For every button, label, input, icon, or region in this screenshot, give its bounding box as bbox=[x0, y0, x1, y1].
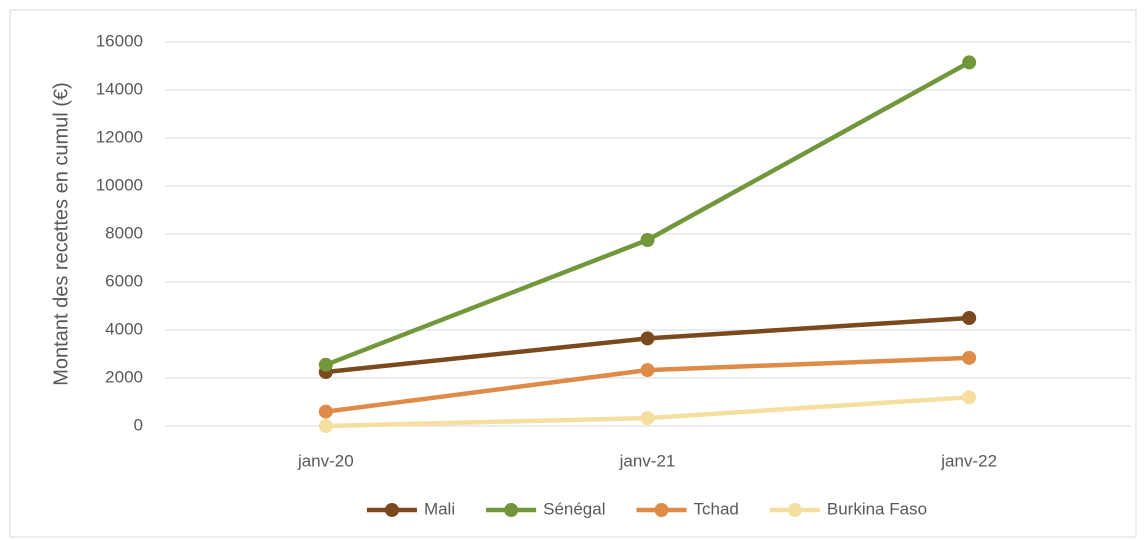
data-point bbox=[640, 411, 655, 426]
data-point bbox=[640, 233, 655, 247]
y-tick-label: 10000 bbox=[96, 175, 143, 194]
legend-label: Tchad bbox=[694, 499, 739, 518]
legend-label: Sénégal bbox=[543, 499, 605, 518]
chart-border bbox=[9, 9, 1137, 538]
data-point bbox=[318, 404, 333, 419]
data-point bbox=[962, 390, 977, 405]
legend-marker bbox=[504, 503, 519, 517]
y-tick-label: 6000 bbox=[105, 271, 143, 290]
data-point bbox=[962, 350, 977, 365]
legend-marker bbox=[384, 503, 399, 517]
y-tick-label: 2000 bbox=[105, 367, 143, 386]
x-tick-label: janv-21 bbox=[619, 451, 676, 470]
y-tick-label: 12000 bbox=[96, 127, 143, 146]
data-point bbox=[962, 55, 977, 70]
data-point bbox=[318, 419, 333, 433]
data-point bbox=[640, 363, 655, 378]
x-tick-label: janv-20 bbox=[297, 451, 354, 470]
y-tick-label: 16000 bbox=[96, 31, 143, 50]
y-tick-label: 14000 bbox=[96, 79, 143, 98]
data-point bbox=[962, 311, 977, 325]
data-point bbox=[640, 331, 655, 346]
y-axis-label: Montant des recettes en cumul (€) bbox=[50, 82, 72, 385]
y-tick-label: 4000 bbox=[105, 319, 143, 338]
y-tick-label: 8000 bbox=[105, 223, 143, 242]
legend-label: Burkina Faso bbox=[827, 499, 927, 518]
y-tick-label: 0 bbox=[134, 415, 143, 434]
legend-marker bbox=[654, 503, 669, 517]
legend-marker bbox=[787, 503, 802, 517]
legend-label: Mali bbox=[424, 499, 455, 518]
x-tick-label: janv-22 bbox=[940, 451, 997, 470]
data-point bbox=[318, 357, 333, 372]
